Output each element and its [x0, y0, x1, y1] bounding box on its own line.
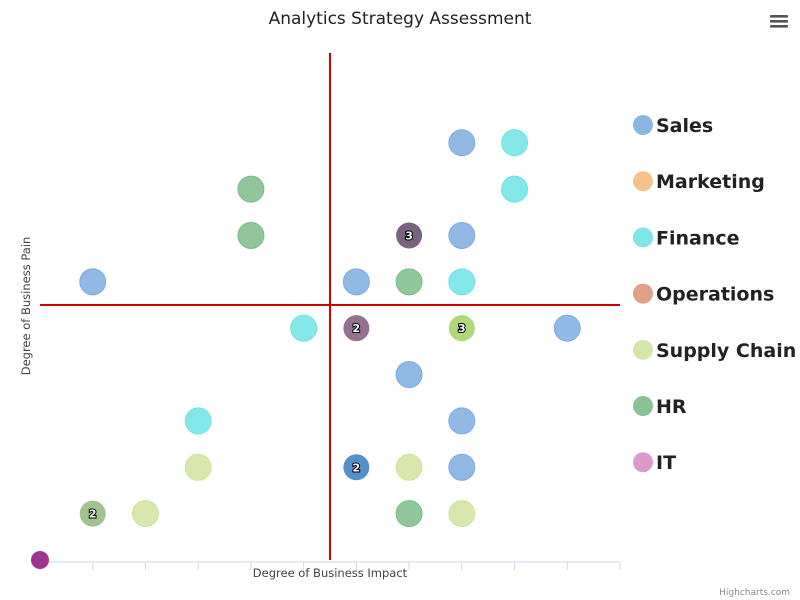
- data-point-supply-chain[interactable]: [395, 453, 423, 481]
- data-label: 2: [89, 508, 97, 521]
- data-point-finance[interactable]: [448, 268, 476, 296]
- data-point-hr[interactable]: [237, 221, 265, 249]
- legend-label: Operations: [656, 284, 774, 306]
- data-point-sales[interactable]: [448, 129, 476, 157]
- data-point-sales[interactable]: [79, 268, 107, 296]
- data-point-sales[interactable]: [448, 453, 476, 481]
- data-point-sales[interactable]: [553, 314, 581, 342]
- data-point-sales[interactable]: [448, 221, 476, 249]
- data-point-supply-chain[interactable]: [184, 453, 212, 481]
- legend-marker: [633, 396, 653, 416]
- data-label: 3: [405, 229, 413, 242]
- legend-label: Supply Chain: [656, 340, 796, 362]
- data-point-supply-chain[interactable]: [448, 500, 476, 528]
- data-point-hr[interactable]: [395, 268, 423, 296]
- chart-title: Analytics Strategy Assessment: [269, 9, 532, 29]
- data-point-finance[interactable]: [290, 314, 318, 342]
- data-point-combined[interactable]: [343, 315, 370, 342]
- credit-link[interactable]: Highcharts.com: [719, 588, 790, 598]
- data-label: 2: [353, 322, 361, 335]
- legend-marker: [633, 171, 653, 192]
- legend-item-sales[interactable]: Sales: [633, 115, 713, 137]
- data-point-sales[interactable]: [342, 268, 370, 296]
- legend-item-it[interactable]: IT: [633, 452, 676, 474]
- data-point-sales[interactable]: [448, 407, 476, 435]
- data-point-finance[interactable]: [501, 129, 529, 157]
- legend-marker: [633, 115, 653, 135]
- data-label: 3: [458, 322, 466, 335]
- legend-item-supply-chain[interactable]: Supply Chain: [633, 339, 796, 362]
- legend-marker: [633, 339, 653, 360]
- legend-label: IT: [656, 452, 676, 474]
- legend-marker: [633, 452, 653, 473]
- data-point-it[interactable]: [31, 551, 49, 569]
- data-point-sales[interactable]: [395, 361, 423, 389]
- legend-label: HR: [656, 396, 687, 418]
- data-point-hr[interactable]: [237, 175, 265, 203]
- legend-label: Finance: [656, 227, 740, 249]
- legend-label: Sales: [656, 115, 713, 137]
- data-point-hr[interactable]: [395, 500, 423, 528]
- data-point-combined[interactable]: [448, 315, 475, 342]
- legend-item-operations[interactable]: Operations: [633, 283, 774, 306]
- data-point-supply-chain[interactable]: [131, 500, 159, 528]
- data-point-combined[interactable]: [396, 222, 423, 249]
- legend-item-hr[interactable]: HR: [633, 396, 687, 418]
- legend-marker: [633, 227, 653, 248]
- plot-area: 3 2 3 2 2: [31, 53, 621, 570]
- data-label: 2: [353, 461, 361, 474]
- data-point-combined[interactable]: [79, 500, 106, 527]
- y-axis-title: Degree of Business Pain: [19, 237, 33, 376]
- x-axis-title: Degree of Business Impact: [253, 566, 408, 580]
- legend-marker: [633, 283, 653, 304]
- data-point-finance[interactable]: [501, 175, 529, 203]
- legend-item-finance[interactable]: Finance: [633, 227, 740, 249]
- data-point-combined[interactable]: [343, 454, 370, 481]
- legend-label: Marketing: [656, 171, 765, 193]
- data-point-finance[interactable]: [184, 407, 212, 435]
- menu-icon[interactable]: [768, 8, 792, 32]
- legend-item-marketing[interactable]: Marketing: [633, 171, 765, 193]
- legend: Sales Marketing Finance Operations Supply Ch…: [633, 115, 796, 474]
